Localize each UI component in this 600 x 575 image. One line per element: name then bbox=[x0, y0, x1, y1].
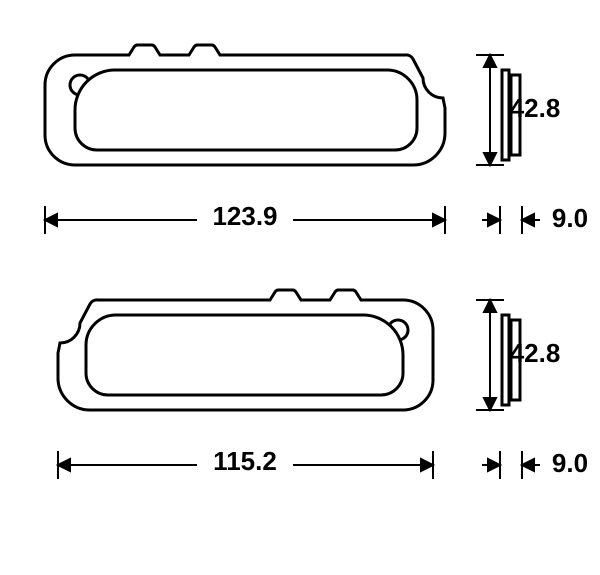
bot-thick-label: 9.0 bbox=[552, 448, 588, 478]
top-thick-label: 9.0 bbox=[552, 203, 588, 233]
bottom-brake-pad bbox=[58, 290, 433, 410]
diagram-canvas: 123.9 42.8 9.0 115.2 42.8 9.0 bbox=[0, 0, 600, 575]
top-width-label: 123.9 bbox=[212, 201, 277, 231]
top-brake-pad bbox=[45, 45, 445, 165]
top-height-label: 42.8 bbox=[510, 93, 561, 123]
bottom-pad-inner bbox=[86, 315, 403, 395]
bot-width-label: 115.2 bbox=[213, 446, 277, 476]
top-pad-inner bbox=[75, 70, 417, 150]
bot-height-label: 42.8 bbox=[510, 338, 561, 368]
